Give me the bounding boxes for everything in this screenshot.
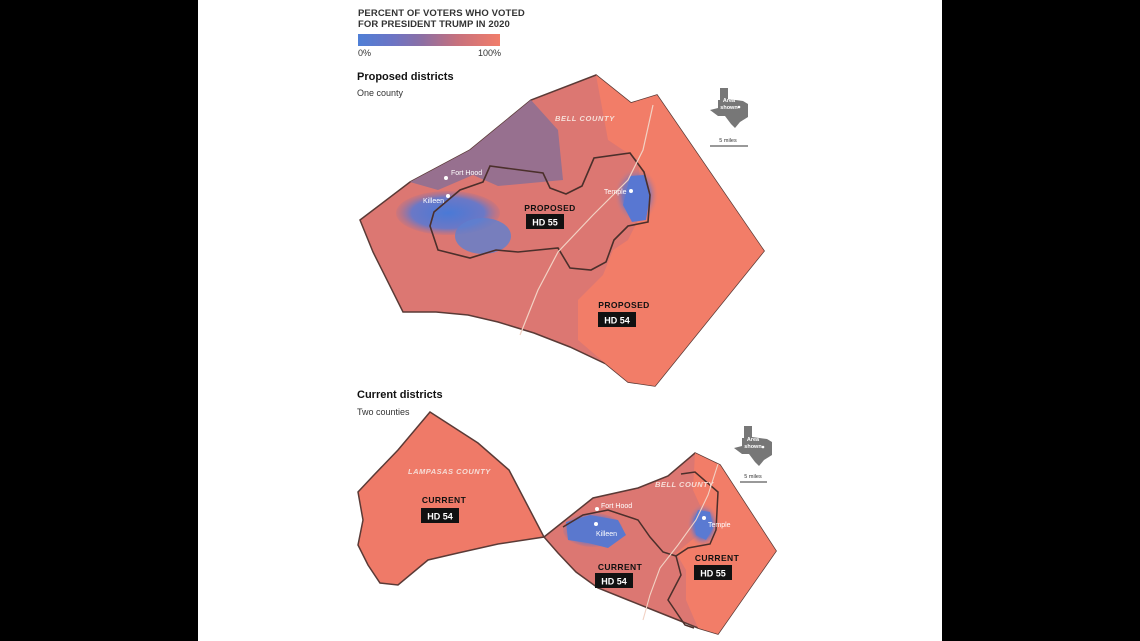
current-city-fort-hood: Fort Hood: [601, 503, 632, 510]
maps-svg: BELL COUNTY Fort Hood Killeen Temple PRO…: [357, 74, 777, 635]
current-killeen-core: [566, 515, 626, 548]
proposed-temple-core: [623, 175, 650, 222]
current-hd54-east-word: CURRENT: [598, 562, 643, 572]
proposed-hd54-word: PROPOSED: [598, 300, 649, 310]
proposed-killeen-dot: [446, 194, 450, 198]
legend-max-label: 100%: [478, 48, 502, 58]
map-panel: PERCENT OF VOTERS WHO VOTED FOR PRESIDEN…: [198, 0, 942, 641]
proposed-killeen-heat-south: [455, 218, 511, 254]
current-hd55-boundary: [667, 471, 719, 629]
current-killeen-dot: [594, 522, 598, 526]
current-texas-inset: Area shown: [734, 426, 772, 466]
proposed-northwest-region: [410, 100, 563, 190]
proposed-subtitle: One county: [357, 88, 404, 98]
current-inset-label-1: Area: [747, 437, 760, 443]
current-lampasas-county-shape: [357, 411, 546, 586]
proposed-county-label: BELL COUNTY: [555, 114, 615, 123]
current-temple-core: [694, 510, 713, 540]
current-hd55-badge: [694, 565, 732, 580]
current-hd55-code: HD 55: [700, 569, 726, 579]
proposed-east-region: [578, 75, 764, 386]
proposed-hd55-code: HD 55: [532, 218, 558, 228]
current-county-label-east: BELL COUNTY: [655, 480, 714, 489]
proposed-fort-hood-dot: [444, 176, 448, 180]
current-hd54-east-code: HD 54: [601, 577, 627, 587]
current-temple-dot: [702, 516, 706, 520]
current-highway: [642, 463, 719, 621]
legend-color-bar: [358, 34, 500, 46]
current-hd54-west-badge: [421, 508, 459, 523]
current-city-killeen: Killeen: [596, 531, 617, 538]
proposed-hd55-boundary: [429, 152, 651, 271]
current-texas-icon: [734, 426, 772, 466]
proposed-hd55-badge: [526, 214, 564, 229]
proposed-city-killeen: Killeen: [423, 198, 444, 205]
proposed-title: Proposed districts: [357, 71, 454, 83]
current-hd54-west-word: CURRENT: [422, 495, 467, 505]
proposed-hd55-word: PROPOSED: [524, 203, 575, 213]
legend-title: PERCENT OF VOTERS WHO VOTED FOR PRESIDEN…: [358, 8, 525, 30]
proposed-texas-icon: [710, 88, 748, 128]
proposed-inset-label-1: Area: [723, 98, 736, 104]
current-inset-dot: [761, 445, 765, 449]
current-subtitle: Two counties: [357, 407, 410, 417]
proposed-temple-dot: [629, 189, 633, 193]
current-scale-label: 5 miles: [744, 474, 762, 480]
current-title: Current districts: [357, 389, 443, 401]
proposed-city-temple: Temple: [604, 189, 627, 196]
proposed-inset-label-2: shown: [720, 105, 738, 111]
proposed-highway: [519, 104, 654, 336]
proposed-map: BELL COUNTY Fort Hood Killeen Temple PRO…: [359, 74, 765, 387]
current-hd55-word: CURRENT: [695, 553, 740, 563]
legend-title-line1: PERCENT OF VOTERS WHO VOTED: [358, 8, 525, 19]
proposed-inset-dot: [737, 105, 741, 109]
current-hd54-east-badge: [595, 573, 633, 588]
current-map: LAMPASAS COUNTY BELL COUNTY Fort Hood Ki…: [357, 411, 777, 635]
current-east-region: [676, 453, 776, 634]
legend-min-label: 0%: [358, 48, 372, 58]
proposed-texas-inset: Area shown: [710, 88, 748, 128]
proposed-city-fort-hood: Fort Hood: [451, 170, 482, 177]
current-killeen-boundary: [562, 509, 677, 557]
current-county-label-west: LAMPASAS COUNTY: [408, 467, 491, 476]
current-hd54-west-code: HD 54: [427, 512, 453, 522]
current-inset-label-2: shown: [744, 444, 762, 450]
proposed-scale-label: 5 miles: [719, 138, 737, 144]
current-fort-hood-dot: [595, 507, 599, 511]
current-city-temple: Temple: [708, 522, 731, 529]
legend-title-line2: FOR PRESIDENT TRUMP IN 2020: [358, 19, 510, 30]
proposed-hd54-code: HD 54: [604, 316, 630, 326]
proposed-hd54-badge: [598, 312, 636, 327]
